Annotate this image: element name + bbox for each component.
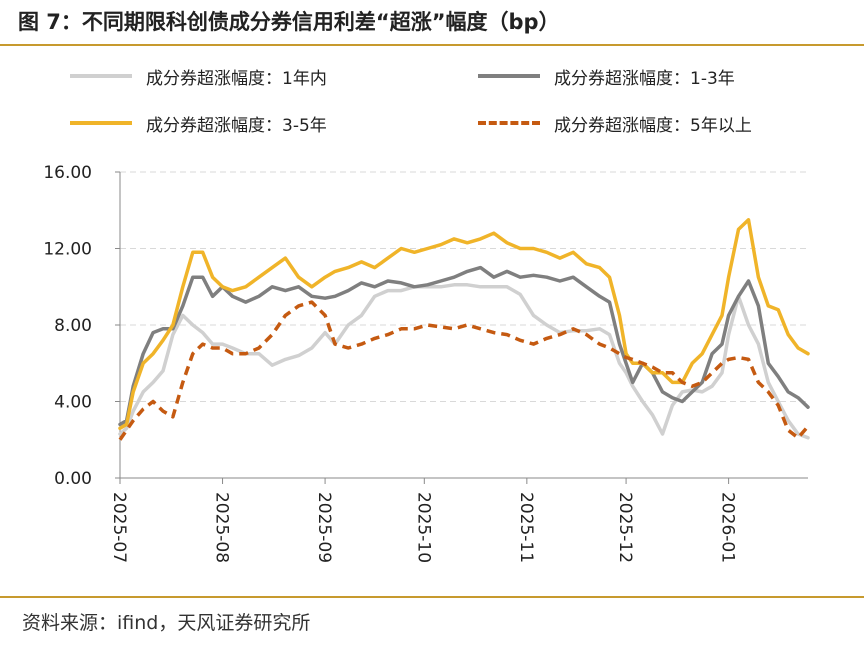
y-tick-label: 4.00 (54, 393, 92, 413)
x-tick-label: 2025-10 (413, 492, 433, 563)
legend-label-1: 成分券超涨幅度：1年内 (146, 68, 327, 89)
series-line-1 (118, 283, 810, 440)
source-note: 资料来源：ifind，天风证券研究所 (22, 612, 311, 634)
legend-item-2: 成分券超涨幅度：1-3年 (478, 61, 735, 91)
y-tick-label: 0.00 (54, 469, 92, 489)
legend-label-4: 成分券超涨幅度：5年以上 (554, 115, 752, 136)
x-tick-label: 2025-08 (212, 492, 232, 563)
x-tick-label: 2025-07 (109, 492, 129, 563)
legend-item-3: 成分券超涨幅度：3-5年 (70, 108, 327, 138)
series-line-3 (118, 218, 810, 431)
x-tick-label: 2026-01 (718, 492, 738, 563)
chart-legend: 成分券超涨幅度：1年内 成分券超涨幅度：1-3年 成分券超涨幅度：3-5年 成分… (0, 58, 864, 148)
legend-swatch-4 (478, 121, 540, 125)
y-tick-label: 16.00 (43, 163, 92, 183)
chart-title: 图 7：不同期限科创债成分券信用利差“超涨”幅度（bp） (18, 10, 560, 34)
legend-swatch-1 (70, 74, 132, 78)
x-tick-label: 2025-09 (314, 492, 334, 563)
title-rule (0, 44, 864, 46)
x-tick-label: 2025-12 (615, 492, 635, 563)
legend-swatch-3 (70, 121, 132, 125)
series-line-2 (118, 265, 810, 427)
legend-label-3: 成分券超涨幅度：3-5年 (146, 115, 327, 136)
x-tick-label: 2025-11 (516, 492, 536, 563)
y-tick-label: 12.00 (43, 240, 92, 260)
series-line-4 (118, 300, 810, 441)
legend-item-1: 成分券超涨幅度：1年内 (70, 61, 327, 91)
y-tick-label: 8.00 (54, 316, 92, 336)
legend-item-4: 成分券超涨幅度：5年以上 (478, 108, 752, 138)
source-rule (0, 596, 864, 598)
legend-label-2: 成分券超涨幅度：1-3年 (554, 68, 735, 89)
legend-swatch-2 (478, 74, 540, 78)
